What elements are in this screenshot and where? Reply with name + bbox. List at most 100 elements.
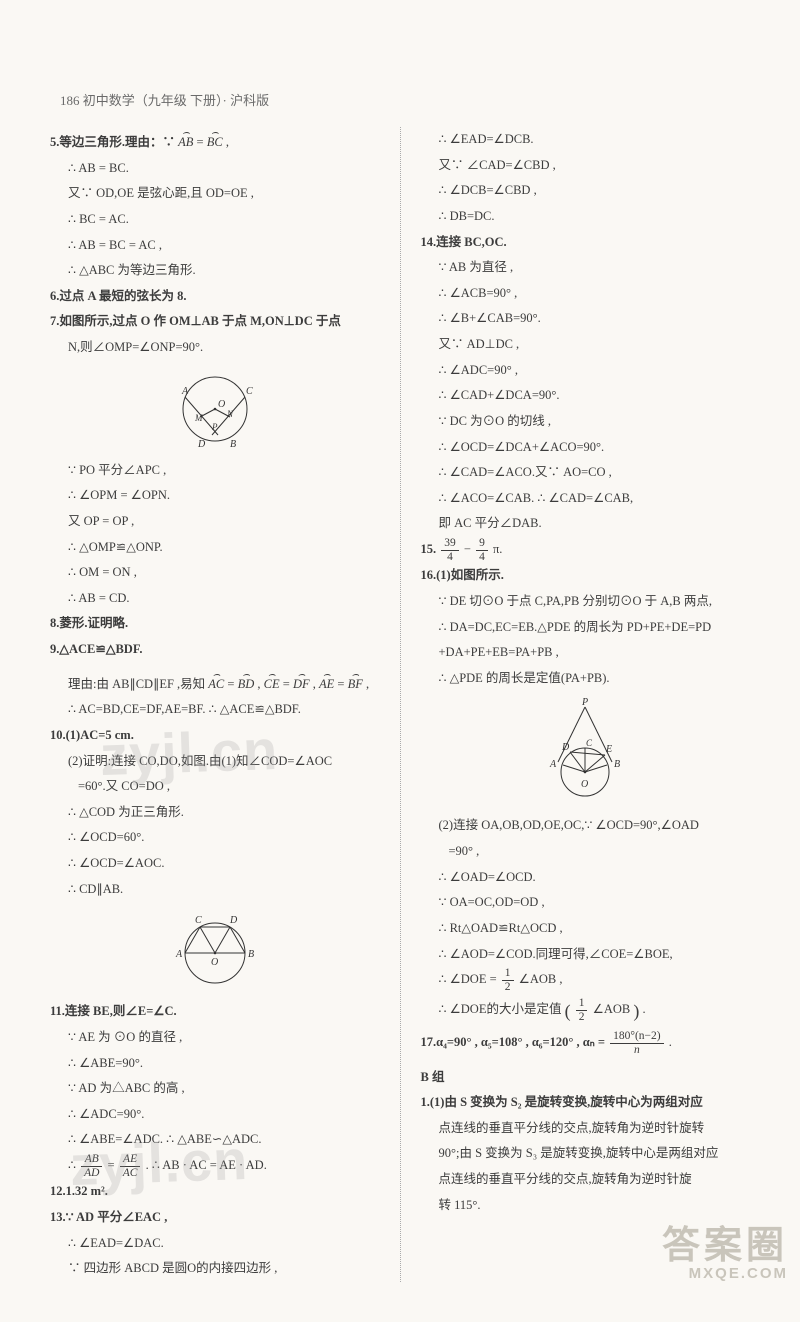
text-line: 11.连接 BE,则∠E=∠C.: [50, 999, 380, 1025]
text-line: ∴ △COD 为正三角形.: [50, 800, 380, 826]
numerator: 1: [502, 967, 514, 981]
svg-text:C: C: [246, 386, 253, 397]
fraction: AE AC: [120, 1153, 141, 1179]
text-line: ∴ ∠CAD+∠DCA=90°.: [421, 383, 751, 409]
figure-10-circle: A B C D O: [50, 908, 380, 993]
svg-text:E: E: [605, 744, 612, 755]
right-column: ∴ ∠EAD=∠DCB. 又∵ ∠CAD=∠CBD , ∴ ∠DCB=∠CBD …: [421, 127, 751, 1282]
svg-text:P: P: [581, 697, 588, 708]
text-line: 15. 39 4 − 9 4 π.: [421, 537, 751, 563]
numerator: AE: [120, 1153, 141, 1167]
fraction: 39 4: [441, 537, 459, 563]
fraction: AB AD: [81, 1153, 102, 1179]
text-line: ∴ DA=DC,EC=EB.△PDE 的周长为 PD+PE+DE=PD: [421, 615, 751, 641]
text: ∴ ∠DOE =: [439, 972, 500, 986]
svg-text:B: B: [614, 759, 620, 770]
text-line: ∴ △OMP≌△ONP.: [50, 535, 380, 561]
page-header: 186 初中数学（九年级 下册）· 沪科版: [50, 90, 750, 109]
arc-text: BC: [207, 127, 223, 156]
text-line: 16.(1)如图所示.: [421, 563, 751, 589]
text-line: 10.(1)AC=5 cm.: [50, 723, 380, 749]
text-line: ∴ BC = AC.: [50, 207, 380, 233]
text-line: ∵ OA=OC,OD=OD ,: [421, 890, 751, 916]
text-line: ∴ ∠OCD=60°.: [50, 825, 380, 851]
numerator: 9: [476, 537, 488, 551]
text-line: ∴ ∠ACB=90° ,: [421, 281, 751, 307]
numerator: 1: [576, 997, 588, 1011]
text-line: ∴ ∠ABE=90°.: [50, 1051, 380, 1077]
text-line: ∴ ∠EAD=∠DCB.: [421, 127, 751, 153]
text-line: ∴ AB = CD.: [50, 586, 380, 612]
text: 理由:由 AB∥CD∥EF ,易知: [68, 677, 205, 691]
text-line: +DA+PE+EB=PA+PB ,: [421, 640, 751, 666]
text-line: ∴ OM = ON ,: [50, 560, 380, 586]
text-line: ∴ ∠OAD=∠OCD.: [421, 865, 751, 891]
svg-text:O: O: [581, 779, 588, 790]
svg-text:O: O: [211, 957, 218, 968]
text-line: 14.连接 BC,OC.: [421, 230, 751, 256]
text-line: 17.α₄=90° , α₅=108° , α₆=120° , αₙ = 180…: [421, 1030, 751, 1056]
fraction: 1 2: [576, 997, 588, 1023]
text-line: 9.△ACE≌△BDF.: [50, 637, 380, 663]
denominator: 2: [502, 981, 514, 994]
text: 5.等边三角形.理由：∵: [50, 135, 178, 149]
arc-text: BF: [348, 669, 363, 698]
text-line: =90° ,: [421, 839, 751, 865]
arc-text: DF: [293, 669, 310, 698]
text: ,: [313, 677, 316, 691]
text-line: ∵ AD 为△ABC 的高 ,: [50, 1076, 380, 1102]
numerator: 180°(n−2): [610, 1030, 664, 1044]
arc-text: AC: [208, 669, 224, 698]
text: ∠AOB ,: [519, 972, 563, 986]
text-line: 13.∵ AD 平分∠EAC ,: [50, 1205, 380, 1231]
arc-text: BD: [238, 669, 255, 698]
fraction: 180°(n−2) n: [610, 1030, 664, 1056]
text: =: [283, 677, 290, 691]
arc-text: AE: [319, 669, 334, 698]
svg-text:M: M: [194, 413, 203, 423]
text-line: ∴ ∠OCD=∠AOC.: [50, 851, 380, 877]
text-line: ∴ ∠EAD=∠DAC.: [50, 1231, 380, 1257]
text-line: ∴ ∠DOE = 1 2 ∠AOB ,: [421, 967, 751, 993]
text-line: ∴ ∠ABE=∠ADC. ∴ △ABE∽△ADC.: [50, 1127, 380, 1153]
text-line: 点连线的垂直平分线的交点,旋转角为逆时针旋: [421, 1167, 751, 1193]
text-line: 点连线的垂直平分线的交点,旋转角为逆时针旋转: [421, 1116, 751, 1142]
text: =: [337, 677, 344, 691]
text-line: 8.菱形.证明略.: [50, 611, 380, 637]
svg-text:A: A: [549, 759, 557, 770]
svg-text:B: B: [230, 439, 236, 450]
text-line: ∴ △ABC 为等边三角形.: [50, 258, 380, 284]
text-line: 12.1.32 m².: [50, 1179, 380, 1205]
svg-text:O: O: [218, 399, 225, 410]
text-line: ∴ AB AD = AE AC . ∴ AB · AC = AE · AD.: [50, 1153, 380, 1179]
text-line: ∴ CD∥AB.: [50, 877, 380, 903]
text-line: ∴ ∠OCD=∠DCA+∠ACO=90°.: [421, 435, 751, 461]
text-line: ∴ ∠AOD=∠COD.同理可得,∠COE=∠BOE,: [421, 942, 751, 968]
denominator: 4: [476, 551, 488, 564]
text: . ∴ AB · AC = AE · AD.: [146, 1158, 267, 1172]
text-line: ∴ AB = BC = AC ,: [50, 233, 380, 259]
text-line: ∴ ∠ADC=90°.: [50, 1102, 380, 1128]
text-line: ∴ ∠OPM = ∠OPN.: [50, 483, 380, 509]
text-line: 又∵ ∠CAD=∠CBD ,: [421, 153, 751, 179]
svg-text:A: A: [175, 949, 183, 960]
text-line: ∵ PO 平分∠APC ,: [50, 458, 380, 484]
text-line: ∴ DB=DC.: [421, 204, 751, 230]
text-line: 即 AC 平分∠DAB.: [421, 511, 751, 537]
text: ,: [226, 135, 229, 149]
text: ∴: [68, 1158, 79, 1172]
text-line: ∴ Rt△OAD≌Rt△OCD ,: [421, 916, 751, 942]
text-line: ∴ ∠DOE的大小是定值 ( 1 2 ∠AOB ) .: [421, 993, 751, 1030]
text-line: 5.等边三角形.理由：∵ AB = BC ,: [50, 127, 380, 156]
text-line: ∴ ∠CAD=∠ACO.又∵ AO=CO ,: [421, 460, 751, 486]
fraction: 1 2: [502, 967, 514, 993]
text-line: 6.过点 A 最短的弦长为 8.: [50, 284, 380, 310]
text: 15.: [421, 542, 437, 556]
text-line: (2)连接 OA,OB,OD,OE,OC,∵ ∠OCD=90°,∠OAD: [421, 813, 751, 839]
svg-text:B: B: [248, 949, 254, 960]
text-line: ∵ AE 为 ⊙O 的直径 ,: [50, 1025, 380, 1051]
text-line: ∴ AC=BD,CE=DF,AE=BF. ∴ △ACE≌△BDF.: [50, 697, 380, 723]
two-column-layout: 5.等边三角形.理由：∵ AB = BC , ∴ AB = BC. 又∵ OD,…: [50, 127, 750, 1282]
denominator: AD: [81, 1167, 102, 1180]
svg-text:D: D: [561, 742, 570, 753]
